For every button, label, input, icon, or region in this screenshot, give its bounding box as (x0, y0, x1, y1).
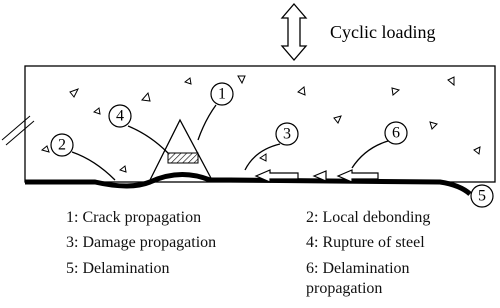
steel-rupture (167, 152, 199, 164)
marker-label: 2 (58, 137, 66, 154)
marker-label: 5 (478, 188, 486, 205)
legend-item: 4: Rupture of steel (306, 234, 425, 251)
legend-item: 2: Local debonding (306, 209, 431, 226)
legend-item: 1: Crack propagation (66, 209, 202, 226)
concrete-beam (24, 65, 496, 183)
steel-plate (25, 172, 472, 196)
aggregates (40, 75, 481, 173)
marker-circles (50, 82, 494, 208)
break-line (1, 115, 31, 141)
debond-arrows (254, 169, 379, 183)
marker-label: 1 (218, 86, 226, 103)
load-arrow (280, 3, 308, 61)
break-line (5, 120, 35, 146)
marker-label: 6 (392, 125, 400, 142)
legend-item: 6: Delamination propagation (306, 260, 410, 297)
crack (149, 118, 213, 181)
legend-item: 5: Delamination (66, 260, 170, 277)
marker-label: 4 (116, 108, 124, 125)
load-label: Cyclic loading (330, 22, 435, 42)
marker-label: 3 (283, 126, 291, 143)
leaders (71, 104, 389, 181)
legend-item: 3: Damage propagation (66, 234, 217, 251)
